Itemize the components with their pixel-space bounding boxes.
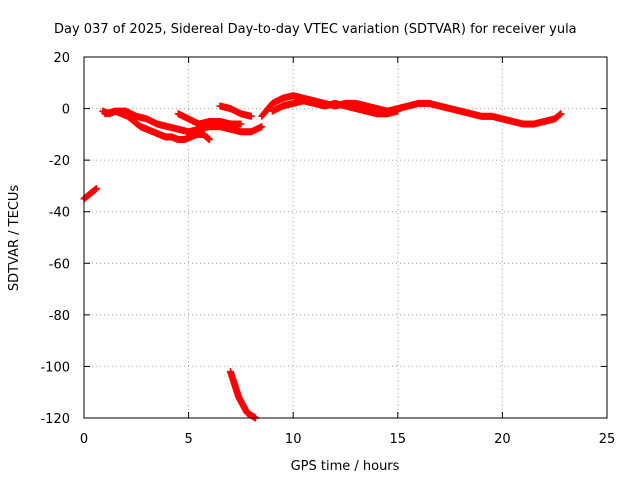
tick-labels: 0 5 10 15 20 25 20 0 -20 -40 -60 -80 -100 -120 <box>40 51 615 447</box>
x-tick-label: 5 <box>184 432 192 447</box>
y-tick-label: -100 <box>40 360 70 375</box>
y-tick-label: -80 <box>49 309 70 324</box>
y-tick-label: 0 <box>62 103 70 118</box>
y-tick-label: -60 <box>49 257 70 272</box>
data-points <box>80 92 565 422</box>
data-point <box>247 112 255 120</box>
x-tick-label: 20 <box>494 432 511 447</box>
data-point <box>237 120 245 128</box>
plot-frame <box>83 56 608 419</box>
y-tick-label: 20 <box>53 51 70 66</box>
data-point <box>557 110 565 118</box>
data-point <box>93 185 101 193</box>
data-point <box>258 123 266 131</box>
x-tick-label: 0 <box>80 432 88 447</box>
chart-title: Day 037 of 2025, Sidereal Day-to-day VTE… <box>54 22 577 37</box>
y-tick-label: -40 <box>49 206 70 221</box>
x-tick-label: 15 <box>390 432 407 447</box>
y-axis-title: SDTVAR / TECUs <box>7 185 22 292</box>
grid <box>84 57 607 418</box>
y-tick-label: -20 <box>49 154 70 169</box>
data-point <box>394 107 402 115</box>
axis-ticks <box>83 56 608 419</box>
y-tick-label: -120 <box>40 412 70 427</box>
data-point <box>206 136 214 144</box>
x-axis-title: GPS time / hours <box>291 459 400 474</box>
x-tick-label: 10 <box>285 432 302 447</box>
x-tick-label: 25 <box>599 432 616 447</box>
